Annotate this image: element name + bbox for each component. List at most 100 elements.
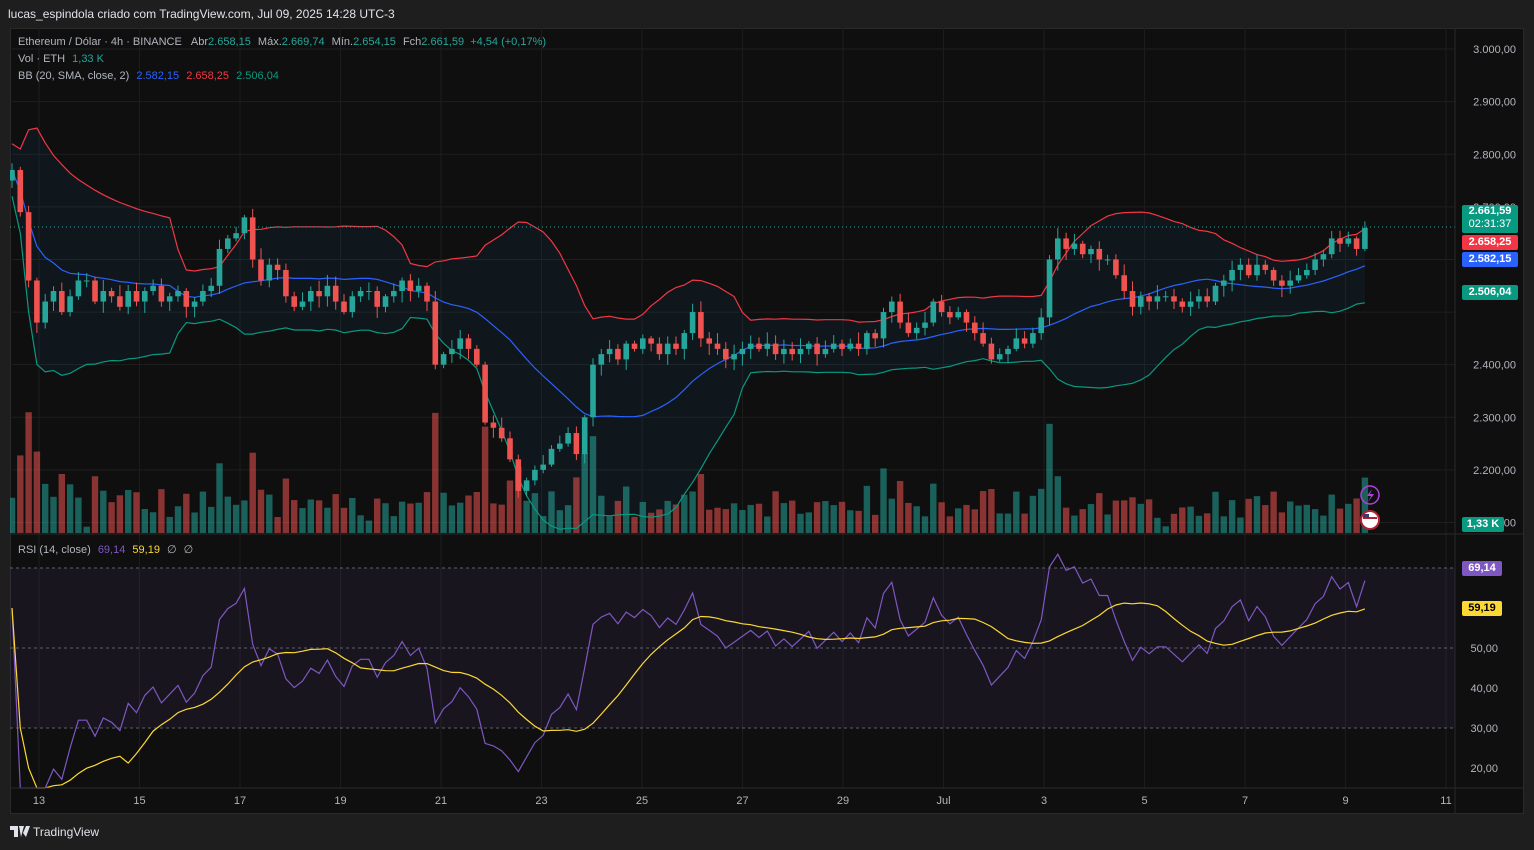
candle-body[interactable] xyxy=(1345,238,1352,244)
candle-body[interactable] xyxy=(1262,264,1269,270)
candle-body[interactable] xyxy=(1088,248,1094,255)
candle-body[interactable] xyxy=(158,285,165,302)
candle-body[interactable] xyxy=(498,427,505,439)
candle-body[interactable] xyxy=(10,170,15,181)
candles[interactable] xyxy=(10,163,1368,498)
candle-body[interactable] xyxy=(1237,264,1244,270)
candle-body[interactable] xyxy=(266,264,273,281)
candle-body[interactable] xyxy=(681,333,688,349)
candle-body[interactable] xyxy=(1121,275,1127,292)
candle-body[interactable] xyxy=(972,322,978,334)
candle-body[interactable] xyxy=(490,422,497,428)
candle-body[interactable] xyxy=(756,343,762,349)
candle-body[interactable] xyxy=(1162,296,1169,298)
candle-body[interactable] xyxy=(1129,291,1136,307)
candle-body[interactable] xyxy=(540,464,546,470)
candle-body[interactable] xyxy=(988,343,995,360)
candle-body[interactable] xyxy=(698,312,704,339)
candle-body[interactable] xyxy=(1055,238,1061,260)
candle-body[interactable] xyxy=(117,296,123,307)
candle-body[interactable] xyxy=(1096,248,1103,260)
candle-body[interactable] xyxy=(615,348,621,360)
candle-body[interactable] xyxy=(349,296,356,313)
candle-body[interactable] xyxy=(648,338,654,344)
candle-body[interactable] xyxy=(1187,301,1194,307)
candle-body[interactable] xyxy=(208,285,214,292)
candle-body[interactable] xyxy=(274,264,281,270)
candle-body[interactable] xyxy=(1196,296,1202,302)
candle-body[interactable] xyxy=(880,312,887,339)
candle-body[interactable] xyxy=(606,348,613,355)
candle-body[interactable] xyxy=(1021,338,1028,344)
candle-body[interactable] xyxy=(664,343,671,355)
candle-body[interactable] xyxy=(1328,238,1335,255)
candle-body[interactable] xyxy=(241,217,248,234)
candle-body[interactable] xyxy=(872,333,878,339)
candle-body[interactable] xyxy=(739,348,746,355)
candle-body[interactable] xyxy=(913,327,920,334)
candle-body[interactable] xyxy=(731,354,737,360)
candle-body[interactable] xyxy=(955,312,961,318)
candle-body[interactable] xyxy=(59,291,65,313)
candle-body[interactable] xyxy=(864,333,870,349)
candle-body[interactable] xyxy=(996,354,1003,360)
candle-body[interactable] xyxy=(839,343,845,349)
event-icons[interactable] xyxy=(1360,485,1380,530)
candle-body[interactable] xyxy=(781,348,787,355)
candle-body[interactable] xyxy=(963,312,970,323)
candle-body[interactable] xyxy=(357,291,364,297)
candle-body[interactable] xyxy=(772,343,779,355)
candle-body[interactable] xyxy=(980,333,986,344)
candle-body[interactable] xyxy=(938,301,945,313)
candle-body[interactable] xyxy=(457,338,463,349)
candle-body[interactable] xyxy=(905,322,912,334)
candle-body[interactable] xyxy=(889,301,895,313)
candle-body[interactable] xyxy=(548,448,555,465)
candle-body[interactable] xyxy=(108,291,115,297)
candle-body[interactable] xyxy=(1337,238,1343,244)
candle-body[interactable] xyxy=(1245,264,1252,276)
candle-body[interactable] xyxy=(50,291,57,302)
candle-body[interactable] xyxy=(1254,264,1260,276)
candle-body[interactable] xyxy=(382,296,389,307)
candle-body[interactable] xyxy=(1071,243,1078,249)
candle-body[interactable] xyxy=(656,343,663,355)
candle-body[interactable] xyxy=(1113,259,1119,276)
candle-body[interactable] xyxy=(1138,296,1144,307)
candle-body[interactable] xyxy=(25,212,32,281)
candle-body[interactable] xyxy=(507,438,513,460)
flash-icon[interactable] xyxy=(1360,485,1380,505)
candle-body[interactable] xyxy=(283,269,289,297)
rsi-line[interactable] xyxy=(11,553,1366,789)
candle-body[interactable] xyxy=(1104,259,1111,261)
candle-body[interactable] xyxy=(947,312,953,318)
candle-body[interactable] xyxy=(1030,333,1036,344)
brand-name[interactable]: TradingView xyxy=(33,825,100,839)
candle-body[interactable] xyxy=(673,343,679,349)
candle-body[interactable] xyxy=(424,285,430,302)
us-flag-icon[interactable] xyxy=(1360,510,1380,530)
candle-body[interactable] xyxy=(374,291,380,307)
candle-body[interactable] xyxy=(1304,269,1310,276)
candle-body[interactable] xyxy=(515,459,522,491)
candle-body[interactable] xyxy=(175,291,181,297)
candle-body[interactable] xyxy=(830,343,837,349)
candle-body[interactable] xyxy=(1146,296,1152,302)
candle-body[interactable] xyxy=(1038,317,1044,334)
candle-body[interactable] xyxy=(100,291,107,302)
candle-body[interactable] xyxy=(523,480,530,491)
candle-body[interactable] xyxy=(133,291,140,302)
candle-body[interactable] xyxy=(797,348,804,355)
candle-body[interactable] xyxy=(1362,227,1368,249)
candle-body[interactable] xyxy=(747,343,754,349)
candle-body[interactable] xyxy=(640,338,646,349)
candle-body[interactable] xyxy=(855,343,862,349)
candle-body[interactable] xyxy=(183,291,190,307)
candle-body[interactable] xyxy=(366,291,372,293)
candle-body[interactable] xyxy=(399,280,405,292)
candle-body[interactable] xyxy=(291,296,297,307)
candle-body[interactable] xyxy=(258,259,264,281)
candle-body[interactable] xyxy=(590,364,596,418)
candle-body[interactable] xyxy=(1046,259,1053,318)
candle-body[interactable] xyxy=(308,291,314,302)
